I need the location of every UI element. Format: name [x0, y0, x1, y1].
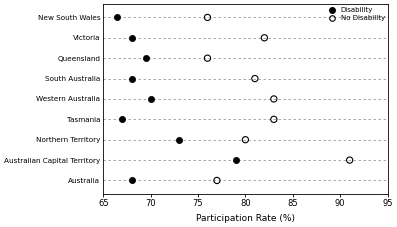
- Point: [176, 138, 182, 141]
- Point: [271, 118, 277, 121]
- Point: [147, 97, 154, 101]
- Point: [271, 97, 277, 101]
- Point: [204, 56, 211, 60]
- Point: [129, 179, 135, 182]
- Point: [242, 138, 249, 141]
- Legend: Disability, No Disability: Disability, No Disability: [324, 6, 385, 22]
- Point: [233, 158, 239, 162]
- Point: [143, 56, 149, 60]
- X-axis label: Participation Rate (%): Participation Rate (%): [196, 214, 295, 223]
- Point: [129, 77, 135, 80]
- Point: [261, 36, 268, 40]
- Point: [347, 158, 353, 162]
- Point: [252, 77, 258, 80]
- Point: [214, 179, 220, 182]
- Point: [114, 16, 121, 19]
- Point: [204, 16, 211, 19]
- Point: [129, 36, 135, 40]
- Point: [119, 118, 125, 121]
